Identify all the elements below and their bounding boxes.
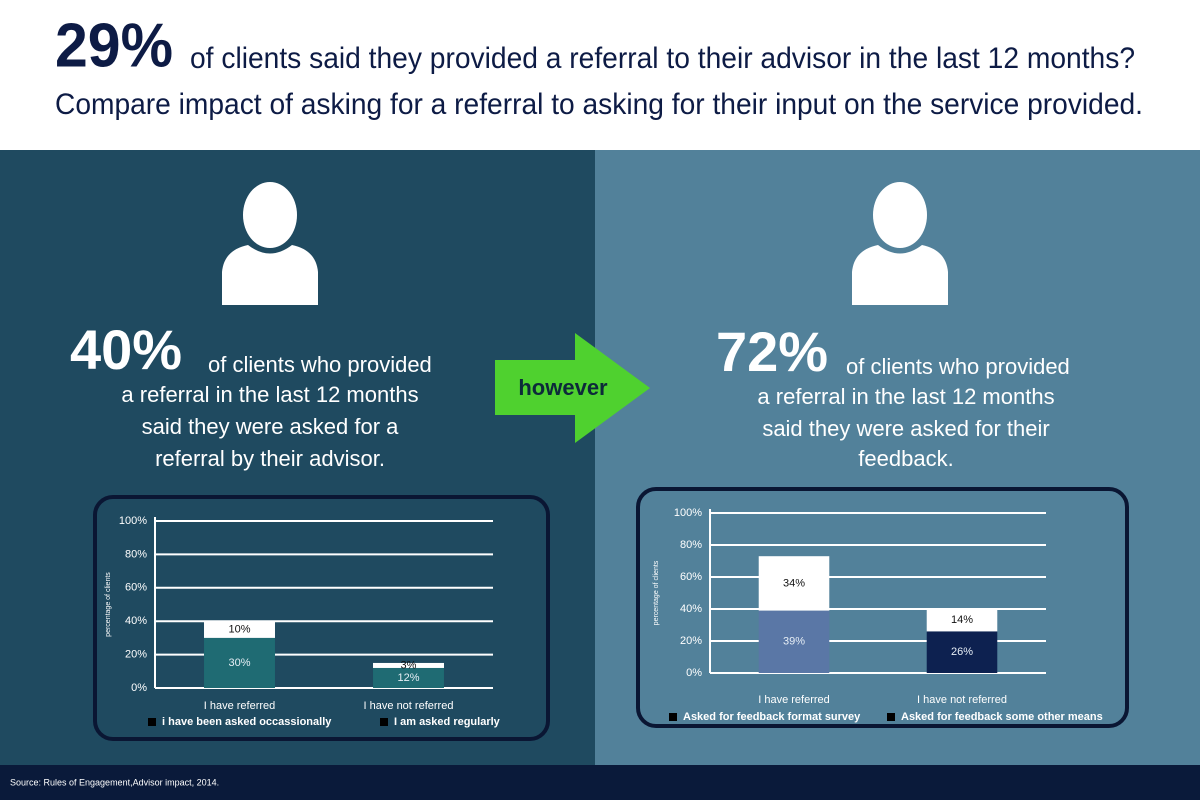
right-stat: 72% — [716, 320, 828, 383]
header-highlight: 29% — [55, 11, 173, 80]
legend-label: Asked for feedback some other means — [901, 711, 1103, 723]
arrow — [495, 333, 650, 443]
value-label: 14% — [951, 614, 973, 626]
value-label: 10% — [228, 623, 250, 635]
source: Source: Rules of Engagement,Advisor impa… — [10, 777, 219, 787]
y-tick-label: 60% — [680, 571, 702, 583]
value-label: 39% — [783, 636, 805, 648]
arrow-label: however — [518, 375, 608, 400]
footer — [0, 765, 1200, 800]
chart-frame — [93, 495, 550, 741]
value-label: 34% — [783, 577, 805, 589]
x-tick-label: I have not referred — [364, 700, 454, 712]
header-bg — [0, 0, 1200, 150]
bar-segment — [758, 556, 830, 611]
bar-segment — [926, 631, 998, 673]
y-tick-label: 100% — [674, 507, 702, 519]
header-line1: of clients said they provided a referral… — [190, 42, 1135, 75]
legend-label: Asked for feedback format survey — [683, 711, 861, 723]
x-tick-label: I have not referred — [917, 694, 1007, 706]
y-axis-label: percentage of clients — [105, 572, 112, 637]
value-label: 12% — [397, 672, 419, 684]
bar-segment — [373, 667, 444, 688]
x-tick-label: I have referred — [204, 700, 276, 712]
y-tick-label: 80% — [125, 548, 147, 560]
bar-segment — [926, 609, 998, 632]
right-panel — [595, 150, 1200, 765]
bar-segment — [204, 637, 275, 688]
x-tick-label: I have referred — [758, 694, 830, 706]
legend-label: I am asked regularly — [394, 716, 501, 728]
legend-marker — [887, 713, 895, 721]
y-tick-label: 80% — [680, 539, 702, 551]
right-text: a referral in the last 12 months — [757, 384, 1054, 409]
y-tick-label: 20% — [125, 649, 147, 661]
value-label: 3% — [401, 659, 417, 671]
person-icon — [852, 182, 948, 305]
left-text: of clients who provided — [208, 352, 432, 377]
y-tick-label: 100% — [119, 515, 147, 527]
bar-segment — [204, 621, 275, 638]
value-label: 30% — [228, 657, 250, 669]
left-text: a referral in the last 12 months — [121, 382, 418, 407]
right-text: feedback. — [858, 446, 953, 471]
left-text: said they were asked for a — [142, 414, 400, 439]
header-line2: Compare impact of asking for a referral … — [55, 88, 1143, 121]
legend-marker — [669, 713, 677, 721]
legend-marker — [148, 718, 156, 726]
bar-segment — [373, 662, 444, 668]
y-axis-label: percentage of clients — [653, 560, 660, 625]
y-tick-label: 40% — [680, 603, 702, 615]
y-tick-label: 40% — [125, 615, 147, 627]
chart-frame — [636, 487, 1129, 728]
person-icon — [222, 182, 318, 305]
y-tick-label: 20% — [680, 635, 702, 647]
y-tick-label: 0% — [131, 682, 147, 694]
y-tick-label: 0% — [686, 667, 702, 679]
left-text: referral by their advisor. — [155, 446, 385, 471]
y-tick-label: 60% — [125, 582, 147, 594]
right-text: said they were asked for their — [762, 416, 1049, 441]
legend-marker — [380, 718, 388, 726]
bar-segment — [758, 610, 830, 673]
value-label: 26% — [951, 646, 973, 658]
right-text: of clients who provided — [846, 354, 1070, 379]
legend-label: i have been asked occassionally — [162, 716, 332, 728]
left-stat: 40% — [70, 318, 182, 381]
